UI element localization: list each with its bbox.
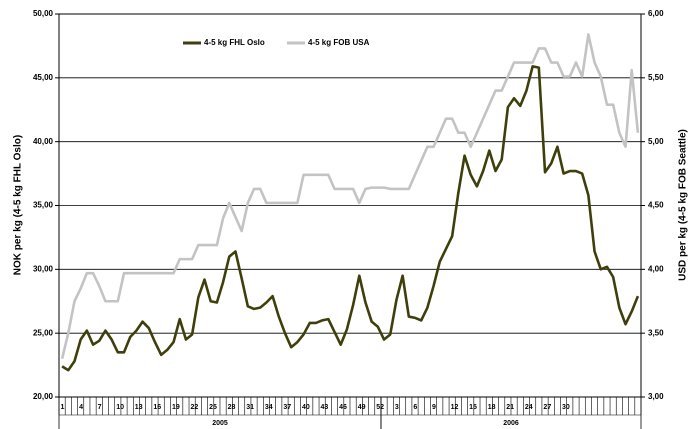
x-tick-label: 18 <box>488 404 496 411</box>
y-tick-label: 45,00 <box>33 73 54 82</box>
y-axis-title: NOK per kg (4-5 kg FHL Oslo) <box>13 135 24 275</box>
series-line <box>60 33 640 360</box>
y2-axis-title: USD per kg (4-5 kg FOB Seattle) <box>678 129 689 281</box>
x-tick-label: 25 <box>209 404 217 411</box>
x-group-label: 2005 <box>212 420 228 427</box>
x-tick-label: 52 <box>376 404 384 411</box>
y-tick-label: 30,00 <box>33 264 54 273</box>
x-tick-label: 22 <box>191 404 199 411</box>
y2-tick-label: 6,00 <box>648 9 664 18</box>
legend-label: 4-5 kg FOB USA <box>308 38 370 47</box>
x-tick-label: 9 <box>432 404 436 411</box>
y2-tick-label: 3,00 <box>648 392 664 401</box>
x-tick-label: 46 <box>339 404 347 411</box>
x-tick-label: 1 <box>61 404 65 411</box>
x-tick-label: 13 <box>135 404 143 411</box>
x-tick-label: 19 <box>172 404 180 411</box>
x-tick-label: 34 <box>265 404 273 411</box>
x-tick-label: 37 <box>283 404 291 411</box>
x-tick-label: 31 <box>246 404 254 411</box>
series-line <box>61 65 640 372</box>
y-tick-label: 40,00 <box>33 137 54 146</box>
x-tick-label: 7 <box>98 404 102 411</box>
x-tick-label: 43 <box>321 404 329 411</box>
x-tick-label: 4 <box>79 404 83 411</box>
x-tick-label: 12 <box>451 404 459 411</box>
x-tick-label: 3 <box>395 404 399 411</box>
y2-tick-label: 4,00 <box>648 264 664 273</box>
y2-tick-label: 3,50 <box>648 328 664 337</box>
y-tick-label: 35,00 <box>33 201 54 210</box>
x-tick-label: 49 <box>358 404 366 411</box>
x-tick-label: 24 <box>525 404 533 411</box>
x-tick-label: 30 <box>562 404 570 411</box>
y2-tick-label: 5,50 <box>648 73 664 82</box>
x-tick-label: 21 <box>506 404 514 411</box>
x-tick-label: 10 <box>116 404 124 411</box>
x-group-label: 2006 <box>503 420 519 427</box>
y2-tick-label: 4,50 <box>648 201 664 210</box>
x-tick-label: 28 <box>228 404 236 411</box>
x-tick-label: 15 <box>469 404 477 411</box>
y-tick-label: 25,00 <box>33 328 54 337</box>
legend-label: 4-5 kg FHL Oslo <box>204 38 265 47</box>
y-tick-label: 50,00 <box>33 9 54 18</box>
x-tick-label: 6 <box>413 404 417 411</box>
x-tick-label: 27 <box>543 404 551 411</box>
y2-tick-label: 5,00 <box>648 137 664 146</box>
x-tick-label: 40 <box>302 404 310 411</box>
y-tick-label: 20,00 <box>33 392 54 401</box>
x-tick-label: 16 <box>153 404 161 411</box>
